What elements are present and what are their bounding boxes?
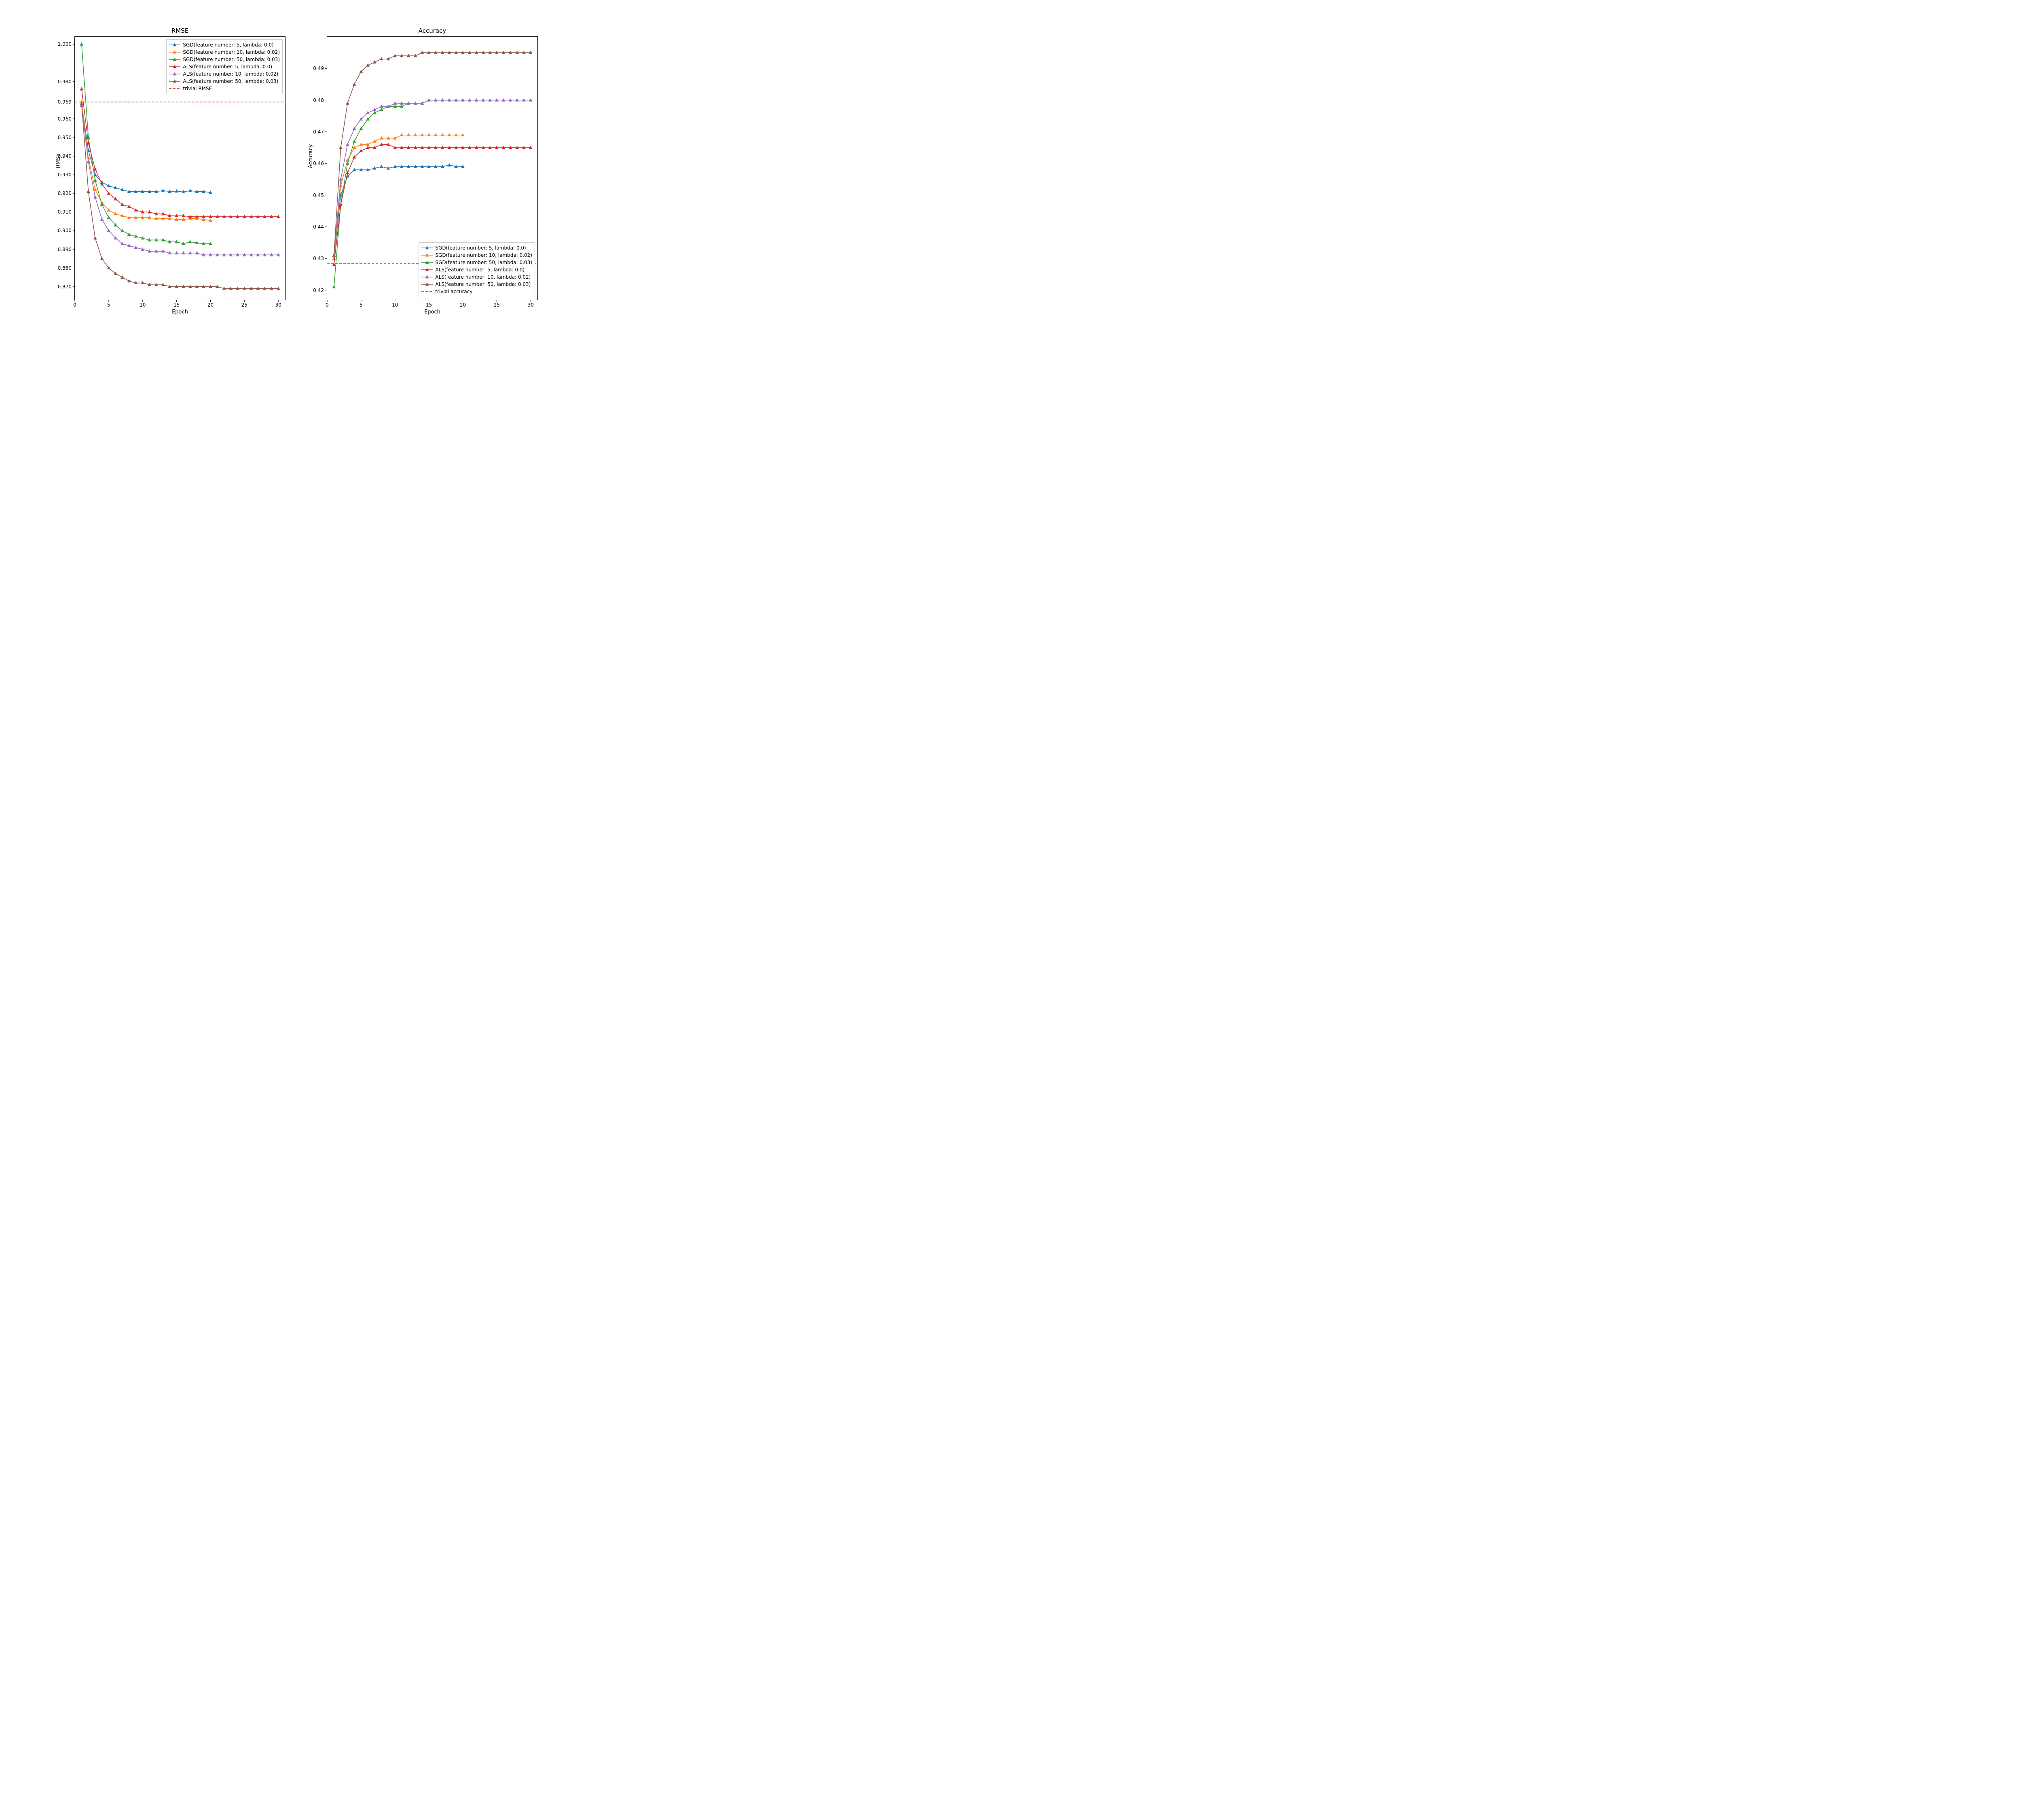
y-tick-label: 0.890 bbox=[58, 247, 72, 252]
legend-row: trivial RMSE bbox=[169, 85, 280, 92]
x-tick-label: 15 bbox=[426, 302, 432, 308]
accuracy-title: Accuracy bbox=[327, 27, 537, 34]
y-tick-label: 0.46 bbox=[313, 161, 324, 166]
y-tick-label: 0.920 bbox=[58, 190, 72, 196]
legend-swatch bbox=[421, 274, 433, 280]
legend-label: SGD(feature number: 5, lambda: 0.0) bbox=[183, 42, 273, 48]
rmse-title: RMSE bbox=[75, 27, 285, 34]
y-tick-label: 0.940 bbox=[58, 153, 72, 159]
legend-swatch bbox=[421, 281, 433, 287]
legend-row: ALS(feature number: 5, lambda: 0.0) bbox=[421, 266, 532, 273]
legend-label: SGD(feature number: 10, lambda: 0.02) bbox=[435, 252, 532, 258]
y-tick-label: 0.45 bbox=[313, 193, 324, 198]
rmse-xlabel: Epoch bbox=[75, 309, 285, 315]
y-tick-label: 0.42 bbox=[313, 288, 324, 293]
legend-swatch bbox=[421, 260, 433, 265]
legend-row: SGD(feature number: 10, lambda: 0.02) bbox=[169, 49, 280, 56]
legend-label: SGD(feature number: 10, lambda: 0.02) bbox=[183, 49, 280, 55]
legend-row: ALS(feature number: 5, lambda: 0.0) bbox=[169, 63, 280, 70]
y-tick-label: 0.960 bbox=[58, 116, 72, 122]
legend-label: ALS(feature number: 10, lambda: 0.02) bbox=[183, 71, 278, 77]
y-tick-label: 0.44 bbox=[313, 224, 324, 230]
y-tick-label: 0.950 bbox=[58, 135, 72, 140]
legend-label: SGD(feature number: 5, lambda: 0.0) bbox=[435, 245, 526, 251]
accuracy-xlabel: Epoch bbox=[327, 309, 537, 315]
legend-swatch bbox=[169, 64, 180, 70]
x-tick-label: 20 bbox=[207, 302, 214, 308]
legend-label: ALS(feature number: 5, lambda: 0.0) bbox=[183, 64, 272, 70]
y-tick-label: 0.910 bbox=[58, 209, 72, 215]
legend-row: ALS(feature number: 10, lambda: 0.02) bbox=[421, 273, 532, 281]
legend-row: SGD(feature number: 50, lambda: 0.03) bbox=[421, 259, 532, 266]
y-tick-label: 0.980 bbox=[58, 79, 72, 85]
y-tick-label: 0.900 bbox=[58, 228, 72, 233]
x-tick-label: 30 bbox=[528, 302, 534, 308]
legend-label: SGD(feature number: 50, lambda: 0.03) bbox=[183, 57, 280, 62]
y-tick-label: 0.49 bbox=[313, 66, 324, 71]
x-tick-label: 5 bbox=[360, 302, 363, 308]
legend-swatch bbox=[421, 289, 433, 294]
legend-swatch bbox=[169, 49, 180, 55]
legend-swatch bbox=[169, 71, 180, 77]
x-tick-label: 10 bbox=[392, 302, 398, 308]
x-tick-label: 15 bbox=[173, 302, 180, 308]
x-tick-label: 20 bbox=[460, 302, 466, 308]
legend-swatch bbox=[421, 267, 433, 273]
legend-row: SGD(feature number: 50, lambda: 0.03) bbox=[169, 56, 280, 63]
legend-row: ALS(feature number: 50, lambda: 0.03) bbox=[421, 281, 532, 288]
y-tick-label: 0.47 bbox=[313, 129, 324, 135]
accuracy-legend: SGD(feature number: 5, lambda: 0.0)SGD(f… bbox=[419, 242, 535, 297]
legend-label: ALS(feature number: 50, lambda: 0.03) bbox=[435, 281, 531, 287]
x-tick-label: 25 bbox=[494, 302, 500, 308]
x-tick-label: 30 bbox=[275, 302, 281, 308]
x-tick-label: 5 bbox=[107, 302, 110, 308]
legend-row: ALS(feature number: 10, lambda: 0.02) bbox=[169, 70, 280, 78]
legend-label: ALS(feature number: 10, lambda: 0.02) bbox=[435, 274, 531, 280]
y-tick-label: 0.48 bbox=[313, 97, 324, 103]
rmse-legend: SGD(feature number: 5, lambda: 0.0)SGD(f… bbox=[166, 39, 283, 94]
figure: RMSE Epoch RMSE SGD(feature number: 5, l… bbox=[0, 0, 599, 336]
legend-row: SGD(feature number: 5, lambda: 0.0) bbox=[169, 41, 280, 49]
legend-swatch bbox=[421, 252, 433, 258]
accuracy-panel: Accuracy Epoch Accuracy SGD(feature numb… bbox=[327, 36, 538, 300]
y-tick-label: 1.000 bbox=[58, 41, 72, 47]
legend-row: ALS(feature number: 50, lambda: 0.03) bbox=[169, 78, 280, 85]
y-tick-label: 0.969 bbox=[58, 99, 72, 105]
y-tick-label: 0.930 bbox=[58, 172, 72, 178]
legend-label: trivial accuracy bbox=[435, 289, 472, 294]
x-tick-label: 0 bbox=[326, 302, 329, 308]
legend-label: ALS(feature number: 5, lambda: 0.0) bbox=[435, 267, 525, 273]
legend-row: trivial accuracy bbox=[421, 288, 532, 295]
x-tick-label: 0 bbox=[73, 302, 76, 308]
legend-swatch bbox=[169, 78, 180, 84]
legend-row: SGD(feature number: 10, lambda: 0.02) bbox=[421, 252, 532, 259]
rmse-panel: RMSE Epoch RMSE SGD(feature number: 5, l… bbox=[74, 36, 286, 300]
legend-label: ALS(feature number: 50, lambda: 0.03) bbox=[183, 78, 278, 84]
y-tick-label: 0.43 bbox=[313, 256, 324, 261]
legend-label: trivial RMSE bbox=[183, 86, 212, 91]
legend-label: SGD(feature number: 50, lambda: 0.03) bbox=[435, 260, 532, 265]
x-tick-label: 10 bbox=[140, 302, 146, 308]
legend-swatch bbox=[169, 42, 180, 48]
legend-swatch bbox=[169, 57, 180, 62]
legend-swatch bbox=[421, 245, 433, 251]
y-tick-label: 0.880 bbox=[58, 265, 72, 271]
x-tick-label: 25 bbox=[241, 302, 247, 308]
legend-row: SGD(feature number: 5, lambda: 0.0) bbox=[421, 244, 532, 252]
y-tick-label: 0.870 bbox=[58, 284, 72, 290]
legend-swatch bbox=[169, 86, 180, 91]
